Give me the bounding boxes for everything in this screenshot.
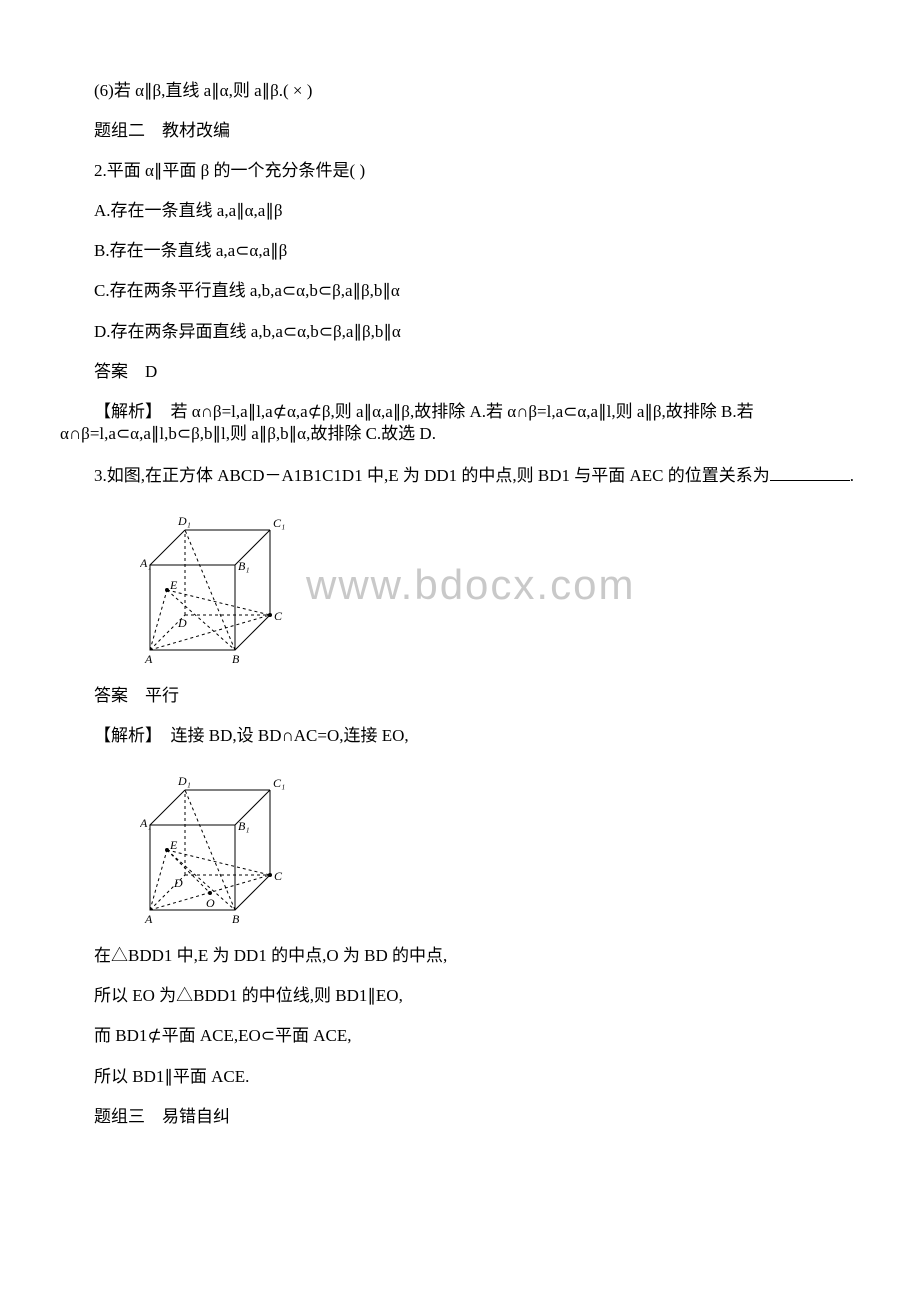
- question-2: 2.平面 α∥平面 β 的一个充分条件是( ): [60, 160, 860, 182]
- label2-B: B: [232, 912, 240, 925]
- label2-C: C: [274, 869, 283, 883]
- cube-diagram-2: A B C D A₁ B₁ C₁ D₁ E O: [140, 765, 860, 925]
- label2-D: D: [173, 876, 183, 890]
- label-C: C: [274, 609, 283, 623]
- analysis-step-4: 所以 BD1∥平面 ACE.: [60, 1066, 860, 1088]
- blank-line: [770, 463, 850, 481]
- label-A1: A₁: [140, 556, 152, 570]
- answer-2: 答案 D: [60, 361, 860, 383]
- option-c: C.存在两条平行直线 a,b,a⊂α,b⊂β,a∥β,b∥α: [60, 280, 860, 302]
- label-B1: B₁: [238, 559, 250, 573]
- group-title-3: 题组三 易错自纠: [60, 1106, 860, 1128]
- label2-A: A: [144, 912, 153, 925]
- question-3-suffix: .: [850, 466, 854, 485]
- analysis-step-2: 所以 EO 为△BDD1 的中位线,则 BD1∥EO,: [60, 985, 860, 1007]
- label2-E: E: [169, 838, 178, 852]
- label-E: E: [169, 578, 178, 592]
- analysis-step-3: 而 BD1⊄平面 ACE,EO⊂平面 ACE,: [60, 1025, 860, 1047]
- analysis-step-1: 在△BDD1 中,E 为 DD1 的中点,O 为 BD 的中点,: [60, 945, 860, 967]
- label-C1: C₁: [273, 516, 285, 530]
- label-B: B: [232, 652, 240, 665]
- label2-O: O: [206, 896, 215, 910]
- group-title-2: 题组二 教材改编: [60, 120, 860, 142]
- label2-D1: D₁: [177, 774, 191, 788]
- label2-A1: A₁: [140, 816, 152, 830]
- option-a: A.存在一条直线 a,a∥α,a∥β: [60, 200, 860, 222]
- option-d: D.存在两条异面直线 a,b,a⊂α,b⊂β,a∥β,b∥α: [60, 321, 860, 343]
- option-b: B.存在一条直线 a,a⊂α,a∥β: [60, 240, 860, 262]
- cube-diagram-1: A B C D A₁ B₁ C₁ D₁ E: [140, 505, 300, 665]
- label2-C1: C₁: [273, 776, 285, 790]
- question-3-text: 3.如图,在正方体 ABCD－A1B1C1D1 中,E 为 DD1 的中点,则 …: [94, 466, 770, 485]
- label-D: D: [177, 616, 187, 630]
- analysis-3-intro: 【解析】 连接 BD,设 BD∩AC=O,连接 EO,: [60, 725, 860, 747]
- analysis-2: 【解析】 若 α∩β=l,a∥l,a⊄α,a⊄β,则 a∥α,a∥β,故排除 A…: [60, 401, 860, 445]
- label-A: A: [144, 652, 153, 665]
- question-3: 3.如图,在正方体 ABCD－A1B1C1D1 中,E 为 DD1 的中点,则 …: [60, 463, 860, 487]
- label-D1: D₁: [177, 514, 191, 528]
- label2-B1: B₁: [238, 819, 250, 833]
- watermark-text: www.bdocx.com: [306, 558, 635, 613]
- statement-6: (6)若 α∥β,直线 a∥α,则 a∥β.( × ): [60, 80, 860, 102]
- answer-3: 答案 平行: [60, 685, 860, 707]
